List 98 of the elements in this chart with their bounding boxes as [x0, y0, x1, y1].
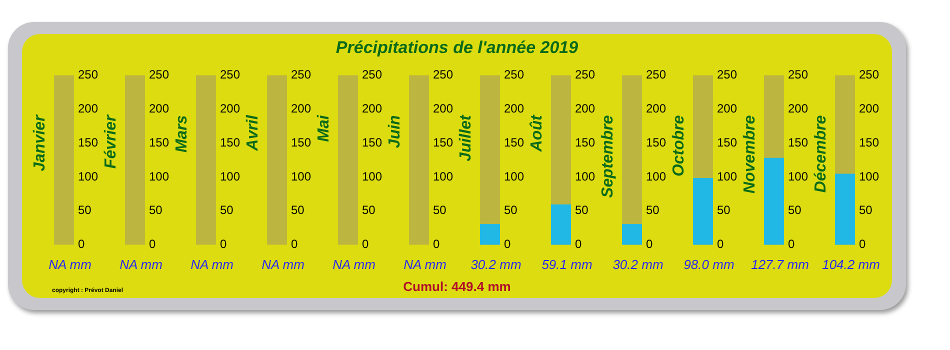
text: NA mm: [190, 257, 234, 272]
text: NA mm: [262, 257, 304, 272]
y-tick-label: 150: [149, 135, 170, 150]
y-tick-label: 150: [78, 135, 98, 150]
data-label: 30.2 mm: [470, 257, 522, 272]
x-tick-label: Avril: [244, 114, 262, 152]
y-tick-label: 200: [504, 101, 524, 116]
y-tick-label: 50: [362, 203, 376, 218]
text: NA mm: [120, 257, 162, 272]
y-tick-label: 0: [859, 237, 866, 252]
y-tick-label: 100: [220, 169, 240, 184]
x-tick-label: Mars: [173, 115, 190, 153]
y-tick-label: 250: [291, 68, 312, 82]
x-tick-label: Décembre: [812, 115, 830, 193]
text: NA mm: [404, 257, 446, 272]
data-label: 104.2 mm: [821, 257, 881, 272]
y-tick-label: 0: [433, 237, 440, 252]
y-tick-label: 100: [291, 169, 312, 184]
y-tick-label: 100: [362, 169, 382, 184]
text: NA mm: [48, 257, 92, 272]
y-tick-label: 250: [575, 68, 596, 82]
x-tick-label: Novembre: [741, 115, 758, 194]
y-tick-label: 150: [717, 135, 738, 150]
y-tick-label: 150: [575, 135, 596, 150]
y-tick-label: 100: [788, 169, 808, 184]
y-tick-label: 200: [220, 101, 240, 116]
y-tick-label: 200: [149, 101, 170, 116]
y-tick-label: 100: [433, 169, 454, 184]
y-tick-label: 50: [220, 203, 234, 218]
y-tick-label: 150: [504, 135, 524, 150]
y-tick-label: 200: [575, 101, 596, 116]
x-tick-label: Mai: [315, 114, 332, 142]
y-tick-label: 200: [362, 101, 382, 116]
y-tick-label: 50: [717, 203, 731, 218]
data-label: 98.0 mm: [682, 257, 736, 272]
y-tick-label: 250: [717, 68, 738, 82]
y-tick-label: 0: [717, 237, 724, 252]
x-tick-label: Janvier: [31, 114, 48, 172]
y-tick-label: 200: [859, 101, 880, 116]
y-tick-label: 0: [78, 237, 85, 252]
y-tick-label: 100: [78, 169, 98, 184]
y-tick-label: 150: [788, 135, 808, 150]
y-tick-label: 50: [859, 203, 873, 218]
y-tick-label: 0: [788, 237, 795, 252]
x-tick-label: Juin: [386, 114, 404, 148]
x-tick-label: Février: [102, 114, 120, 169]
y-tick-label: 100: [575, 169, 596, 184]
y-tick-label: 250: [859, 68, 880, 82]
y-tick-label: 150: [220, 135, 240, 150]
y-tick-label: 200: [291, 101, 312, 116]
y-tick-label: 0: [220, 237, 227, 252]
y-tick-label: 250: [646, 68, 666, 82]
y-tick-label: 0: [291, 237, 298, 252]
y-tick-label: 200: [717, 101, 738, 116]
y-tick-label: 250: [149, 68, 170, 82]
y-tick-label: 150: [859, 135, 880, 150]
y-tick-label: 250: [362, 68, 382, 82]
y-tick-label: 0: [504, 237, 511, 252]
y-tick-label: 250: [504, 68, 524, 82]
y-tick-label: 200: [78, 101, 98, 116]
data-label: 59.1 mm: [540, 257, 594, 272]
y-tick-label: 150: [433, 135, 454, 150]
y-tick-label: 0: [149, 237, 156, 252]
y-tick-label: 100: [646, 169, 666, 184]
y-tick-label: 50: [291, 203, 305, 218]
x-tick-label: Octobre: [670, 115, 688, 177]
data-label: 30.2 mm: [612, 257, 664, 272]
y-tick-label: 250: [433, 68, 454, 82]
y-tick-label: 50: [504, 203, 518, 218]
y-tick-label: 50: [575, 203, 589, 218]
y-tick-label: 50: [149, 203, 163, 218]
y-tick-label: 100: [149, 169, 170, 184]
y-tick-label: 100: [504, 169, 524, 184]
y-tick-label: 250: [78, 68, 98, 82]
y-tick-label: 200: [433, 101, 454, 116]
y-tick-label: 0: [575, 237, 582, 252]
x-tick-label: Août: [528, 114, 546, 153]
y-tick-label: 200: [646, 101, 666, 116]
y-tick-label: 250: [788, 68, 808, 82]
y-tick-label: 50: [646, 203, 660, 218]
x-tick-label: Septembre: [599, 115, 616, 198]
y-tick-label: 100: [717, 169, 738, 184]
y-tick-label: 0: [646, 237, 653, 252]
x-tick-label: Juillet: [457, 114, 474, 162]
y-tick-label: 50: [78, 203, 92, 218]
y-tick-label: 50: [433, 203, 447, 218]
y-tick-label: 150: [362, 135, 382, 150]
y-tick-label: 150: [291, 135, 312, 150]
data-label: 127.7 mm: [750, 257, 810, 272]
y-tick-label: 250: [220, 68, 240, 82]
y-tick-label: 50: [788, 203, 802, 218]
y-tick-label: 0: [362, 237, 369, 252]
text: NA mm: [332, 257, 376, 272]
chart-title: Précipitations de l'année 2019: [334, 38, 580, 58]
y-tick-label: 150: [646, 135, 666, 150]
y-tick-label: 200: [788, 101, 808, 116]
y-tick-label: 100: [859, 169, 880, 184]
text: Cumul: 449.4 mm: [403, 279, 511, 294]
